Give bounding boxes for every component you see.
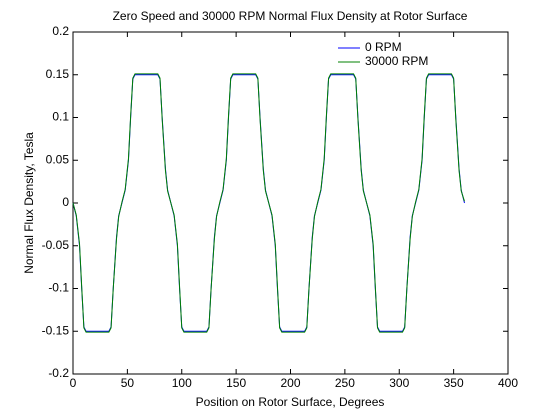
x-tick-label: 50: [121, 376, 135, 390]
y-tick-label: -0.15: [42, 323, 70, 337]
x-tick-label: 400: [498, 376, 518, 390]
chart-title: Zero Speed and 30000 RPM Normal Flux Den…: [113, 9, 468, 23]
y-tick-label: -0.05: [42, 238, 70, 252]
legend-label: 30000 RPM: [365, 54, 428, 68]
y-axis-label: Normal Flux Density, Tesla: [22, 132, 36, 274]
y-tick-label: 0.2: [52, 24, 69, 38]
x-tick-label: 150: [226, 376, 246, 390]
x-tick-label: 200: [280, 376, 300, 390]
y-tick-label: -0.1: [48, 281, 69, 295]
x-axis-label: Position on Rotor Surface, Degrees: [196, 395, 385, 409]
axes-box: [72, 31, 509, 375]
y-tick-label: 0.1: [52, 110, 69, 124]
x-tick-label: 350: [444, 376, 464, 390]
x-tick-label: 300: [389, 376, 409, 390]
y-tick-label: -0.2: [48, 366, 69, 380]
y-tick-label: 0.05: [46, 152, 70, 166]
x-tick-label: 100: [172, 376, 192, 390]
legend-label: 0 RPM: [365, 40, 402, 54]
data-line: [72, 73, 465, 333]
y-tick-label: 0: [62, 195, 69, 209]
x-tick-label: 0: [70, 376, 77, 390]
y-tick-label: 0.15: [46, 67, 70, 81]
x-tick-label: 250: [335, 376, 355, 390]
